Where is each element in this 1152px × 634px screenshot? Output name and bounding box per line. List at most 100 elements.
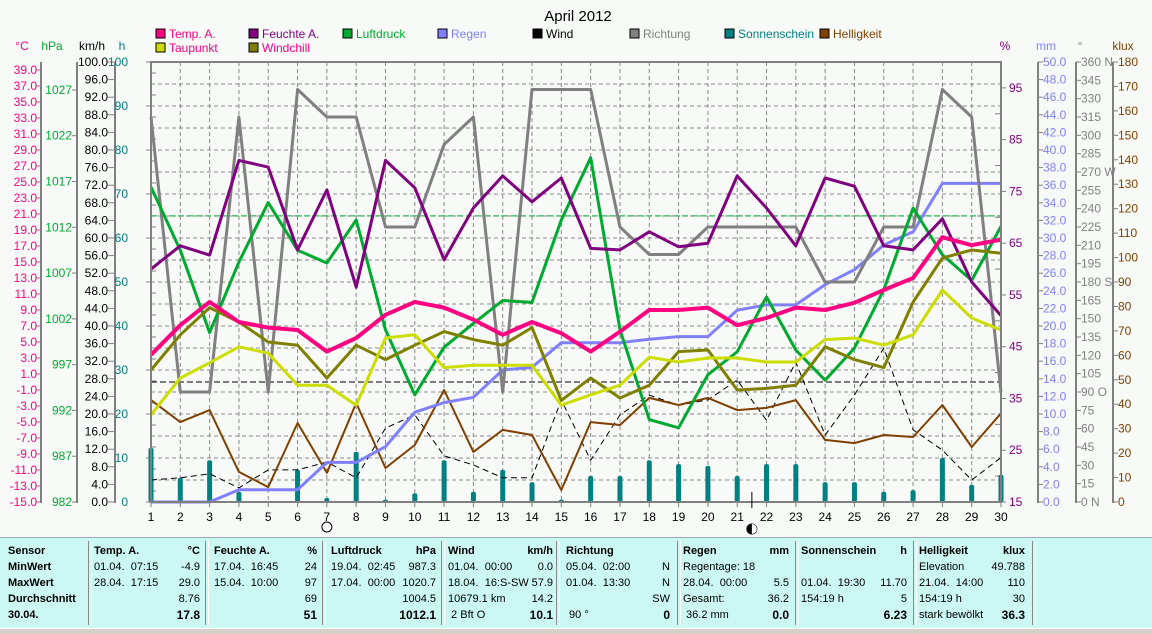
tick-label-mm: 46.0	[1043, 90, 1067, 104]
column-unit: hPa	[416, 543, 436, 559]
row-label: 15.04. 10:00	[214, 575, 278, 591]
tick-label-mm: 4.0	[1043, 460, 1060, 474]
tick-label-kmh: 60.0	[85, 231, 109, 245]
tick-label-h: 40	[115, 319, 129, 333]
legend-label: Regen	[451, 27, 486, 41]
tick-label-h: 0	[121, 495, 128, 509]
row-label: 01.04. 07:15	[94, 559, 158, 575]
axis-unit-deg: °	[1078, 39, 1083, 53]
sunshine-bar	[940, 458, 945, 502]
row-value: N	[662, 575, 670, 591]
tick-label-temp: -11.0	[11, 463, 38, 477]
row-value: 29.0	[179, 575, 200, 591]
row-label: 19.04. 02:45	[331, 559, 395, 575]
x-tick-label: 21	[731, 510, 745, 524]
legend-label: Taupunkt	[169, 41, 218, 55]
tick-label-hpa: 982	[52, 495, 72, 509]
tick-label-deg: 300	[1081, 128, 1101, 142]
tick-label-deg: 45	[1081, 440, 1095, 454]
tick-label-mm: 32.0	[1043, 213, 1067, 227]
tick-label-kmh: 72.0	[85, 178, 109, 192]
column-divider	[556, 541, 560, 625]
tick-label-mm: 40.0	[1043, 143, 1067, 157]
summary-row: 1004.5	[331, 591, 436, 607]
tick-label-mm: 16.0	[1043, 354, 1067, 368]
tick-label-mm: 18.0	[1043, 337, 1067, 351]
tick-label-mm: 34.0	[1043, 196, 1067, 210]
tick-label-klux: 80	[1118, 299, 1132, 313]
column-title: Sensor	[8, 543, 45, 559]
summary-row: 69	[214, 591, 317, 607]
tick-label-deg: 60	[1081, 422, 1095, 436]
x-tick-label: 18	[643, 510, 657, 524]
sunshine-bar	[236, 492, 241, 502]
tick-label-kmh: 36.0	[85, 337, 109, 351]
row-value: 987.3	[408, 559, 436, 575]
summary-row: 8.76	[94, 591, 200, 607]
row-label: 17.04. 00:00	[331, 575, 395, 591]
row-value: 1004.5	[402, 591, 436, 607]
series-line-hell	[151, 390, 1001, 490]
row-value: 36.3	[1002, 607, 1025, 623]
row-label: Elevation	[919, 559, 964, 575]
tick-label-temp: 19.0	[14, 223, 38, 237]
tick-label-hpa: 1027	[45, 83, 72, 97]
legend-item: Luftdruck	[343, 27, 406, 41]
column-title: Sonnenschein	[801, 543, 876, 559]
tick-label-mm: 10.0	[1043, 407, 1067, 421]
sunshine-bar	[617, 476, 622, 502]
row-label: 36.2 mm	[683, 607, 729, 623]
tick-label-temp: -7.0	[16, 431, 37, 445]
status-bar	[0, 628, 1152, 634]
sunshine-bar	[530, 482, 535, 502]
legend-swatch	[438, 29, 447, 38]
column-title: Feuchte A.	[214, 543, 270, 559]
tick-label-deg: 135	[1081, 330, 1101, 344]
row-label: 21.04. 14:00	[919, 575, 983, 591]
row-value: 51	[304, 607, 317, 623]
legend-item: Regen	[438, 27, 486, 41]
legend-swatch	[249, 43, 258, 52]
row-label: 30.04.	[8, 607, 39, 623]
legend-swatch	[533, 29, 542, 38]
tick-label-kmh: 28.0	[85, 372, 109, 386]
column-unit: °C	[188, 543, 200, 559]
column-title: Regen	[683, 543, 717, 559]
tick-label-mm: 30.0	[1043, 231, 1067, 245]
tick-label-deg: 75	[1081, 403, 1095, 417]
summary-row: 19.04. 02:45 987.3	[331, 559, 436, 575]
summary-row: SW	[566, 591, 670, 607]
row-value: 14.2	[532, 591, 553, 607]
row-value: 5.5	[774, 575, 789, 591]
x-tick-label: 1	[148, 510, 155, 524]
row-label: 2 Bft O	[448, 607, 485, 623]
tick-label-klux: 0	[1118, 495, 1125, 509]
row-label: MaxWert	[8, 575, 54, 591]
summary-row: MinWert	[8, 559, 82, 575]
tick-label-temp: 23.0	[14, 191, 38, 205]
weather-chart: April 2012°C39.037.035.033.031.029.027.0…	[0, 0, 1152, 537]
legend-swatch	[343, 29, 352, 38]
tick-label-temp: 1.0	[20, 367, 37, 381]
axis-unit-temp: °C	[15, 39, 29, 53]
tick-label-klux: 170	[1118, 79, 1138, 93]
tick-label-deg: 180 S	[1081, 275, 1112, 289]
axis-unit-klux: klux	[1112, 39, 1133, 53]
tick-label-kmh: 8.0	[91, 460, 108, 474]
column-divider	[322, 541, 326, 625]
tick-label-deg: 255	[1081, 183, 1101, 197]
x-tick-label: 17	[613, 510, 627, 524]
